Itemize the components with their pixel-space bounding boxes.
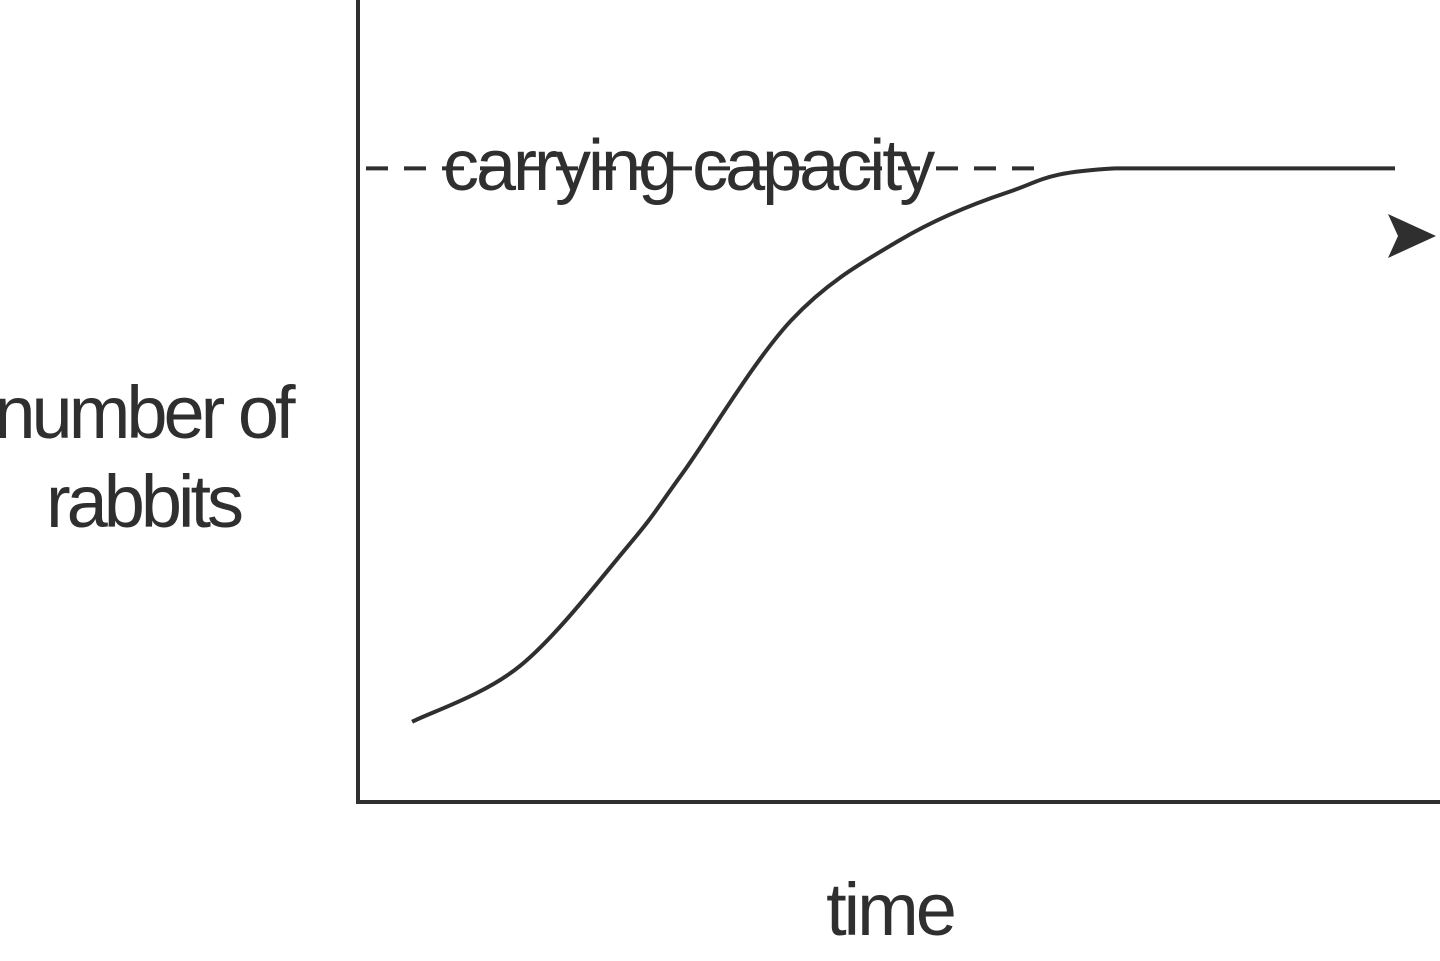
population-growth-curve	[411, 166, 1395, 724]
y-axis-label-line-2: rabbits	[46, 460, 242, 543]
capacity-arrowhead	[1388, 214, 1436, 258]
carrying-capacity-label: carrying capacity	[443, 126, 935, 206]
y-axis-label-line-1: number of	[0, 371, 296, 454]
x-axis-label: time	[826, 868, 954, 951]
